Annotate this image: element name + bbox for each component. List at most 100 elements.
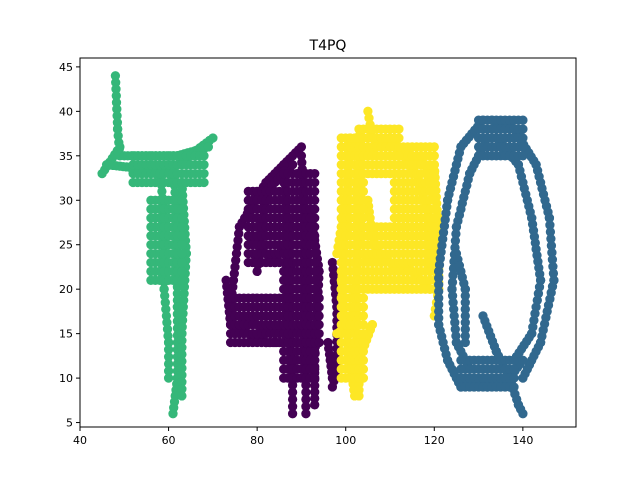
scatter-point	[203, 142, 214, 152]
scatter-point	[358, 311, 369, 321]
data-points	[97, 71, 559, 419]
scatter-point	[518, 409, 528, 419]
scatter-point	[177, 391, 187, 401]
y-tick-label: 25	[59, 239, 73, 252]
scatter-point	[509, 364, 519, 374]
scatter-point	[460, 284, 470, 294]
scatter-point	[546, 241, 557, 251]
y-tick-label: 30	[59, 194, 73, 207]
scatter-point	[429, 142, 439, 152]
scatter-point	[178, 302, 188, 312]
scatter-point	[161, 304, 171, 314]
scatter-point	[177, 377, 187, 387]
scatter-point	[163, 359, 174, 369]
scatter-point	[199, 177, 209, 188]
scatter-point	[310, 240, 320, 250]
scatter-point	[310, 400, 320, 410]
scatter-point	[310, 284, 320, 294]
scatter-point	[113, 131, 123, 141]
scatter-point	[199, 151, 209, 161]
scatter-point	[518, 373, 528, 383]
scatter-point	[518, 133, 528, 143]
scatter-point	[177, 222, 187, 232]
scatter-point	[230, 262, 240, 272]
scatter-point	[177, 204, 187, 214]
scatter-point	[310, 257, 320, 268]
scatter-point	[358, 355, 369, 365]
x-tick-label: 100	[335, 434, 356, 447]
scatter-point	[179, 288, 189, 299]
scatter-point	[160, 297, 170, 308]
scatter-point	[111, 77, 121, 88]
scatter-point	[548, 268, 559, 279]
scatter-point	[434, 266, 444, 277]
scatter-point	[358, 302, 369, 312]
scatter-point	[447, 277, 458, 287]
scatter-point	[460, 337, 470, 348]
scatter-point	[177, 213, 187, 223]
scatter-point	[460, 291, 470, 301]
scatter-point	[177, 248, 187, 259]
scatter-point	[394, 168, 404, 179]
scatter-point	[358, 364, 369, 374]
scatter-point	[434, 280, 444, 290]
scatter-point	[327, 373, 338, 383]
scatter-point	[434, 286, 444, 297]
scatter-point	[358, 186, 369, 197]
scatter-point	[110, 71, 121, 81]
scatter-point	[429, 231, 439, 241]
scatter-point	[314, 320, 324, 330]
scatter-point	[310, 177, 320, 188]
scatter-point	[310, 266, 320, 277]
scatter-point	[547, 254, 558, 265]
series-p	[332, 106, 444, 401]
scatter-point	[451, 222, 462, 232]
scatter-point	[394, 151, 404, 161]
scatter-point	[310, 231, 320, 241]
scatter-point	[287, 401, 298, 412]
scatter-point	[177, 335, 187, 346]
scatter-point	[163, 366, 174, 376]
scatter-point	[301, 394, 311, 405]
scatter-point	[451, 229, 461, 239]
scatter-point	[460, 317, 470, 328]
scatter-point	[429, 240, 439, 250]
scatter-point	[358, 328, 369, 339]
scatter-point	[518, 115, 528, 125]
y-tick-label: 20	[59, 283, 73, 296]
scatter-point	[310, 222, 320, 232]
scatter-point	[310, 248, 320, 259]
scatter-point	[509, 382, 519, 392]
scatter-point	[296, 151, 307, 161]
scatter-point	[177, 370, 187, 380]
scatter-point	[518, 142, 528, 152]
scatter-point	[310, 346, 320, 357]
scatter-point	[231, 248, 242, 259]
scatter-point	[358, 346, 369, 357]
scatter-point	[163, 344, 174, 355]
scatter-point	[301, 409, 311, 419]
scatter-point	[509, 355, 519, 365]
scatter-point	[177, 342, 187, 353]
scatter-point	[450, 317, 460, 328]
scatter-point	[448, 270, 458, 280]
scatter-point	[177, 195, 187, 205]
scatter-point	[287, 160, 298, 170]
scatter-point	[358, 213, 369, 223]
scatter-point	[172, 282, 183, 292]
scatter-point	[450, 236, 461, 246]
scatter-point	[112, 124, 123, 134]
scatter-point	[177, 257, 187, 268]
scatter-point	[450, 324, 460, 334]
scatter-point	[394, 142, 404, 152]
scatter-point	[548, 261, 558, 272]
scatter-point	[358, 177, 369, 188]
scatter-point	[287, 387, 298, 397]
scatter-point	[170, 187, 180, 198]
scatter-point	[460, 297, 470, 308]
scatter-point	[434, 273, 444, 283]
scatter-point	[310, 373, 320, 383]
scatter-point	[233, 235, 243, 245]
scatter-point	[429, 151, 439, 161]
